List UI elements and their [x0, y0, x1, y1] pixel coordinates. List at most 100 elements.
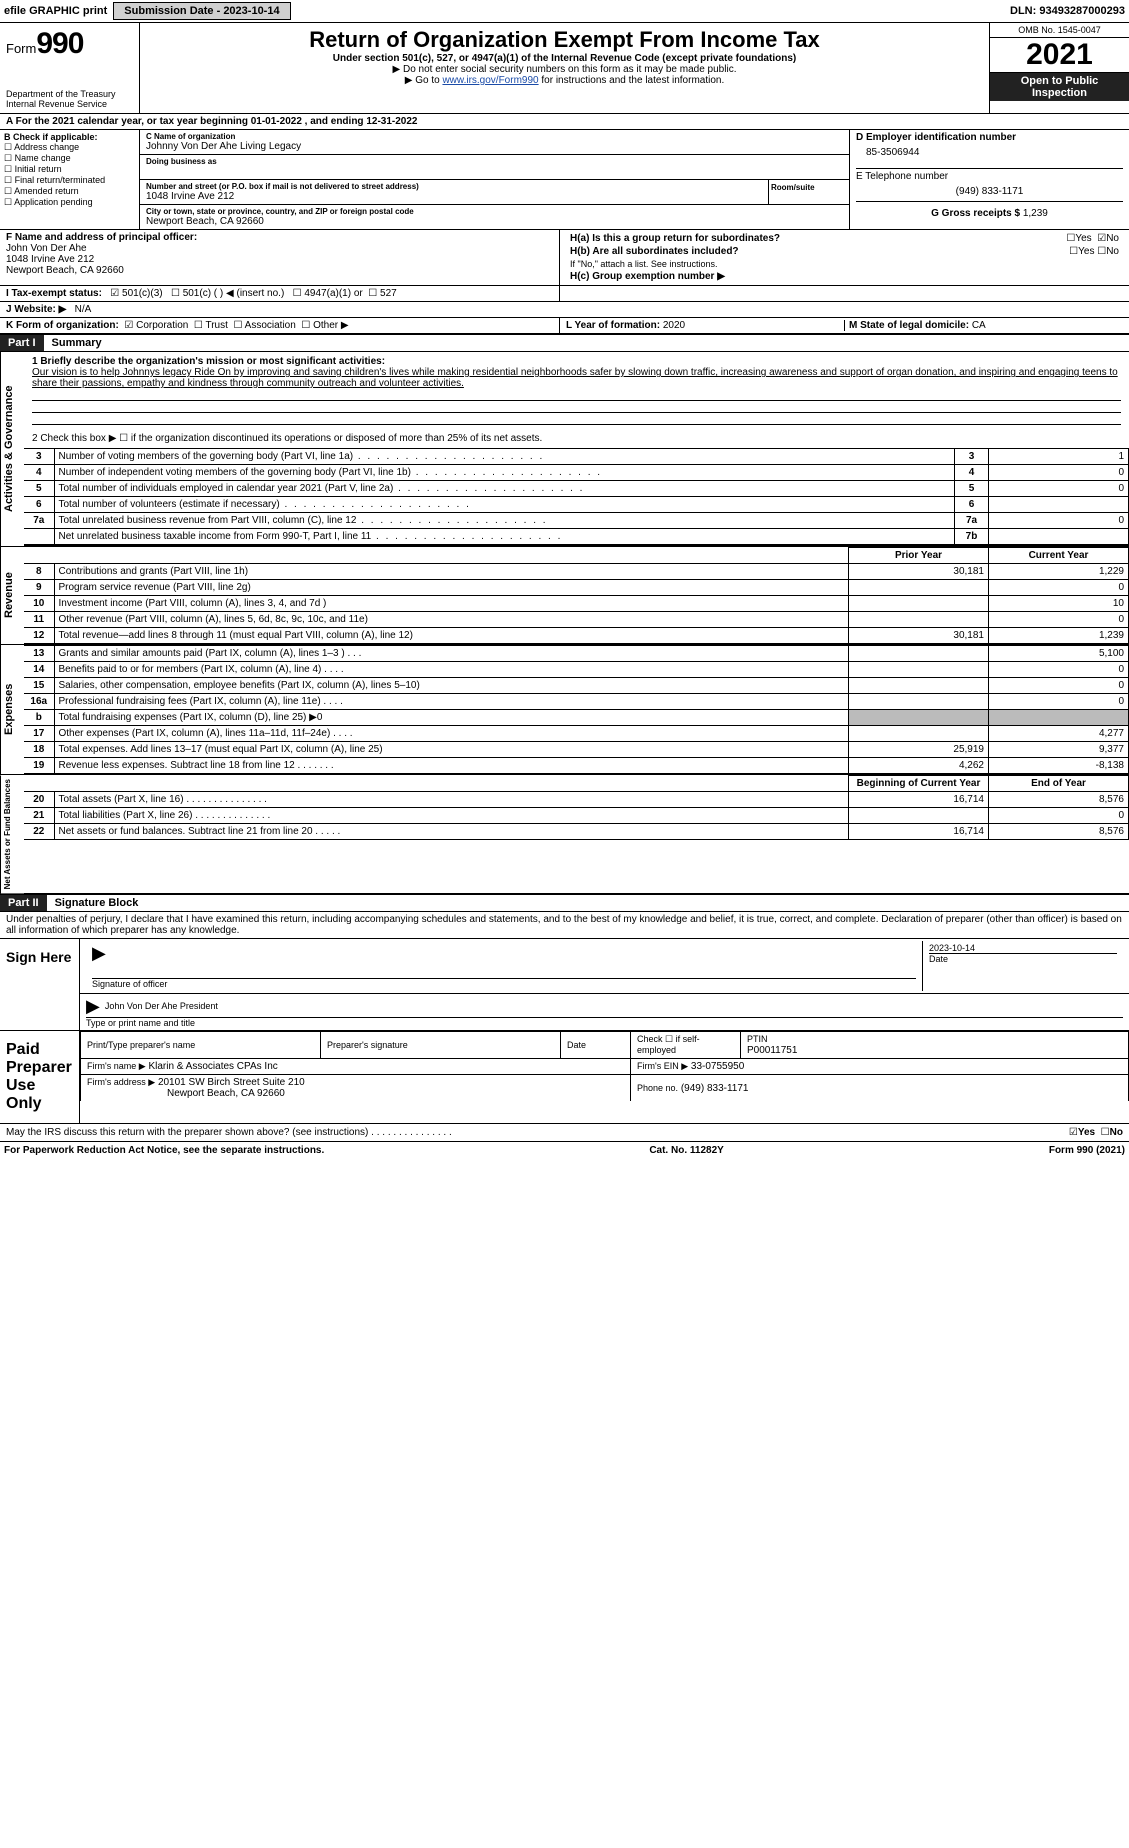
chk-initial-return[interactable]: Initial return	[4, 164, 135, 175]
chk-final-return[interactable]: Final return/terminated	[4, 175, 135, 186]
may-irs-yes[interactable]: Yes	[1078, 1127, 1095, 1138]
page-footer: For Paperwork Reduction Act Notice, see …	[0, 1141, 1129, 1159]
footer-pra: For Paperwork Reduction Act Notice, see …	[4, 1145, 324, 1156]
mission-text: Our vision is to help Johnnys legacy Rid…	[32, 367, 1121, 389]
firm-addr1: 20101 SW Birch Street Suite 210	[158, 1077, 305, 1088]
vert-label-net-assets: Net Assets or Fund Balances	[0, 775, 24, 893]
submission-date-button[interactable]: Submission Date - 2023-10-14	[113, 2, 290, 20]
form-word: Form	[6, 41, 36, 56]
table-row: 3Number of voting members of the governi…	[24, 449, 1129, 465]
omb-number: OMB No. 1545-0047	[990, 23, 1129, 38]
col-end-year: End of Year	[989, 776, 1129, 792]
firm-phone: (949) 833-1171	[681, 1083, 749, 1094]
may-irs-discuss: May the IRS discuss this return with the…	[6, 1127, 1069, 1138]
open-to-public: Open to Public Inspection	[990, 73, 1129, 101]
chk-trust[interactable]: Trust	[205, 320, 227, 331]
table-row: 17Other expenses (Part IX, column (A), l…	[24, 726, 1129, 742]
part1-header: Part I Summary	[0, 334, 1129, 352]
pp-sig-label: Preparer's signature	[327, 1040, 408, 1050]
irs-link[interactable]: www.irs.gov/Form990	[442, 75, 538, 86]
dln-label: DLN: 93493287000293	[1010, 5, 1125, 17]
efile-topbar: efile GRAPHIC print Submission Date - 20…	[0, 0, 1129, 23]
box-j-row: J Website: ▶ N/A	[0, 302, 1129, 318]
col-current-year: Current Year	[989, 548, 1129, 564]
box-f: F Name and address of principal officer:…	[0, 230, 560, 285]
form-number: Form990	[6, 27, 133, 61]
city-label: City or town, state or province, country…	[146, 207, 843, 216]
officer-label: F Name and address of principal officer:	[6, 232, 197, 243]
box-b-title: B Check if applicable:	[4, 132, 135, 142]
hb-yes[interactable]: Yes	[1078, 246, 1094, 257]
state-domicile-value: CA	[972, 320, 986, 331]
chk-501c3[interactable]: 501(c)(3)	[122, 288, 163, 299]
governance-table: 3Number of voting members of the governi…	[24, 448, 1129, 545]
tax-exempt-label: I Tax-exempt status:	[6, 288, 102, 299]
ha-no[interactable]: No	[1106, 233, 1119, 244]
sign-here-label: Sign Here	[0, 939, 80, 1030]
box-c: C Name of organization Johnny Von Der Ah…	[140, 130, 849, 229]
table-row: bTotal fundraising expenses (Part IX, co…	[24, 710, 1129, 726]
chk-amended-return[interactable]: Amended return	[4, 186, 135, 197]
phone-label: E Telephone number	[856, 168, 1123, 182]
firm-phone-label: Phone no.	[637, 1083, 678, 1093]
chk-other[interactable]: Other ▶	[313, 320, 348, 331]
table-row: 22Net assets or fund balances. Subtract …	[24, 824, 1129, 840]
firm-ein-label: Firm's EIN ▶	[637, 1061, 688, 1071]
goto-pre: ▶ Go to	[405, 75, 443, 86]
table-row: 13Grants and similar amounts paid (Part …	[24, 646, 1129, 662]
table-row: 7aTotal unrelated business revenue from …	[24, 513, 1129, 529]
header-right: OMB No. 1545-0047 2021 Open to Public In…	[989, 23, 1129, 113]
efile-label: efile GRAPHIC print	[4, 5, 107, 17]
vert-label-expenses: Expenses	[0, 645, 24, 774]
table-row: 21Total liabilities (Part X, line 26) . …	[24, 808, 1129, 824]
hb-no[interactable]: No	[1106, 246, 1119, 257]
expenses-table: 13Grants and similar amounts paid (Part …	[24, 645, 1129, 774]
hb-label: H(b) Are all subordinates included?	[570, 246, 739, 257]
ha-label: H(a) Is this a group return for subordin…	[570, 233, 780, 244]
table-row: 9Program service revenue (Part VIII, lin…	[24, 580, 1129, 596]
perjury-declaration: Under penalties of perjury, I declare th…	[0, 912, 1129, 938]
ein-label: D Employer identification number	[856, 132, 1123, 143]
vert-label-governance: Activities & Governance	[0, 352, 24, 546]
q1-label: 1 Briefly describe the organization's mi…	[32, 356, 385, 367]
section-revenue: Revenue Prior Year Current Year 8Contrib…	[0, 547, 1129, 645]
box-klm-row: K Form of organization: ☑ Corporation ☐ …	[0, 318, 1129, 334]
firm-addr-label: Firm's address ▶	[87, 1077, 155, 1087]
street-label: Number and street (or P.O. box if mail i…	[146, 182, 762, 191]
form-subtitle-3: ▶ Go to www.irs.gov/Form990 for instruct…	[146, 75, 983, 86]
header-title-block: Return of Organization Exempt From Incom…	[140, 23, 989, 113]
chk-4947[interactable]: 4947(a)(1) or	[304, 288, 362, 299]
part2-header: Part II Signature Block	[0, 894, 1129, 912]
sig-date-value: 2023-10-14	[929, 943, 1117, 953]
ptin-label: PTIN	[747, 1034, 768, 1044]
box-b-checkboxes: B Check if applicable: Address change Na…	[0, 130, 140, 229]
goto-post: for instructions and the latest informat…	[539, 75, 725, 86]
chk-address-change[interactable]: Address change	[4, 142, 135, 153]
phone-value: (949) 833-1171	[856, 182, 1123, 201]
box-d-e-g: D Employer identification number 85-3506…	[849, 130, 1129, 229]
chk-527[interactable]: 527	[380, 288, 397, 299]
state-domicile-label: M State of legal domicile:	[849, 320, 969, 331]
col-beginning-year: Beginning of Current Year	[849, 776, 989, 792]
ha-yes[interactable]: Yes	[1075, 233, 1091, 244]
city-state-zip: Newport Beach, CA 92660	[146, 216, 843, 227]
chk-name-change[interactable]: Name change	[4, 153, 135, 164]
table-row: 8Contributions and grants (Part VIII, li…	[24, 564, 1129, 580]
firm-name: Klarin & Associates CPAs Inc	[148, 1061, 277, 1072]
ein-value: 85-3506944	[856, 143, 1123, 168]
tax-year: 2021	[990, 38, 1129, 73]
chk-application-pending[interactable]: Application pending	[4, 197, 135, 208]
chk-501c[interactable]: 501(c) ( ) ◀ (insert no.)	[183, 288, 285, 299]
paid-preparer-label: Paid Preparer Use Only	[0, 1031, 80, 1123]
table-row: 12Total revenue—add lines 8 through 11 (…	[24, 628, 1129, 644]
chk-association[interactable]: Association	[245, 320, 296, 331]
year-formation-label: L Year of formation:	[566, 320, 660, 331]
section-net-assets: Net Assets or Fund Balances Beginning of…	[0, 775, 1129, 894]
may-irs-no[interactable]: No	[1110, 1127, 1123, 1138]
officer-name-title: John Von Der Ahe President	[105, 1001, 218, 1011]
officer-addr2: Newport Beach, CA 92660	[6, 265, 553, 276]
chk-corporation[interactable]: Corporation	[136, 320, 188, 331]
table-row: 11Other revenue (Part VIII, column (A), …	[24, 612, 1129, 628]
pp-self-employed[interactable]: Check ☐ if self-employed	[637, 1034, 700, 1055]
form-990-number: 990	[36, 27, 83, 60]
